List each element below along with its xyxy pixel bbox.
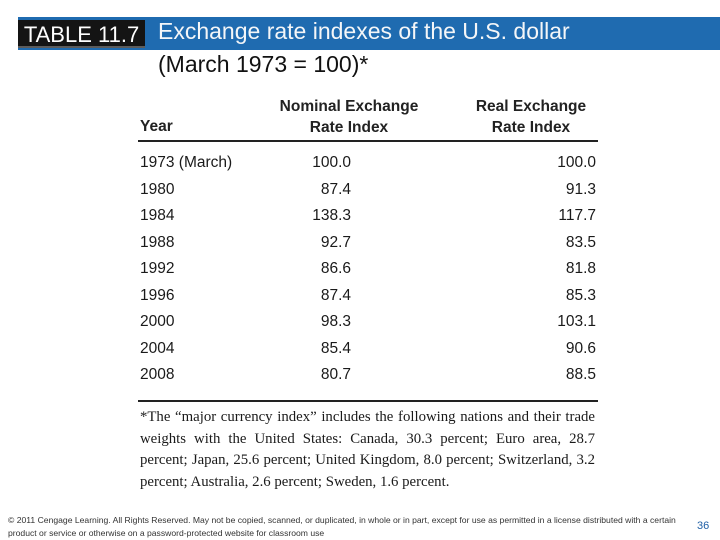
- year-cell: 2000: [140, 313, 175, 330]
- nominal-cell: 98.3: [320, 313, 351, 330]
- year-cell: 1988: [140, 233, 175, 251]
- nominal-cell: 138.3: [312, 207, 351, 224]
- real-cell: 81.8: [565, 260, 596, 277]
- header-real-line-1: Real Exchange: [475, 98, 587, 115]
- nominal-cell: 87.4: [320, 286, 351, 304]
- table-row: 1996 87.4 85.3: [138, 287, 598, 314]
- header-real-line-2: Rate Index: [491, 119, 571, 136]
- header-nominal-line-1: Nominal Exchange: [279, 98, 419, 115]
- page-number: 36: [697, 520, 710, 532]
- header-nominal-line-2: Rate Index: [309, 119, 389, 136]
- table-body: 1973 (March) 100.0 100.0 1980 87.4 91.3 …: [138, 154, 598, 393]
- header-year: Year: [140, 118, 173, 135]
- year-cell: 1984: [140, 207, 175, 224]
- table-bottom-rule: [138, 400, 598, 402]
- real-cell: 91.3: [565, 180, 596, 198]
- table-row: 2000 98.3 103.1: [138, 313, 598, 340]
- year-cell: 1980: [140, 180, 175, 198]
- nominal-cell: 100.0: [312, 154, 351, 171]
- real-cell: 83.5: [565, 233, 596, 251]
- table-row: 1988 92.7 83.5: [138, 234, 598, 261]
- nominal-cell: 92.7: [320, 233, 351, 251]
- table-row: 2008 80.7 88.5: [138, 366, 598, 393]
- title-line-2: (March 1973 = 100)*: [158, 51, 369, 77]
- title-line-1: Exchange rate indexes of the U.S. dollar: [158, 18, 570, 44]
- slide-title: Exchange rate indexes of the U.S. dollar…: [158, 15, 678, 81]
- year-cell: 2004: [140, 339, 175, 357]
- real-cell: 85.3: [565, 286, 596, 304]
- year-cell: 2008: [140, 366, 175, 383]
- real-cell: 117.7: [558, 207, 596, 224]
- real-cell: 103.1: [557, 313, 596, 330]
- table-row: 2004 85.4 90.6: [138, 340, 598, 367]
- table-row: 1973 (March) 100.0 100.0: [138, 154, 598, 181]
- nominal-cell: 86.6: [320, 260, 351, 277]
- header-nominal-index: Nominal Exchange Rate Index: [264, 96, 434, 138]
- real-cell: 100.0: [557, 154, 596, 171]
- table-label: TABLE 11.7: [18, 20, 145, 48]
- nominal-cell: 87.4: [320, 180, 351, 198]
- table-header: Year Nominal Exchange Rate Index Real Ex…: [138, 95, 598, 142]
- header-real-index: Real Exchange Rate Index: [456, 96, 606, 138]
- real-cell: 88.5: [565, 366, 596, 383]
- year-cell: 1973 (March): [140, 154, 233, 171]
- exchange-rate-table: Year Nominal Exchange Rate Index Real Ex…: [138, 95, 598, 393]
- year-cell: 1996: [140, 286, 175, 304]
- copyright-notice: © 2011 Cengage Learning. All Rights Rese…: [8, 515, 676, 538]
- table-row: 1980 87.4 91.3: [138, 181, 598, 208]
- nominal-cell: 80.7: [320, 366, 351, 383]
- table-row: 1984 138.3 117.7: [138, 207, 598, 234]
- table-footnote: *The “major currency index” includes the…: [140, 409, 595, 490]
- real-cell: 90.6: [565, 339, 596, 357]
- year-cell: 1992: [140, 260, 175, 277]
- table-row: 1992 86.6 81.8: [138, 260, 598, 287]
- nominal-cell: 85.4: [320, 339, 351, 357]
